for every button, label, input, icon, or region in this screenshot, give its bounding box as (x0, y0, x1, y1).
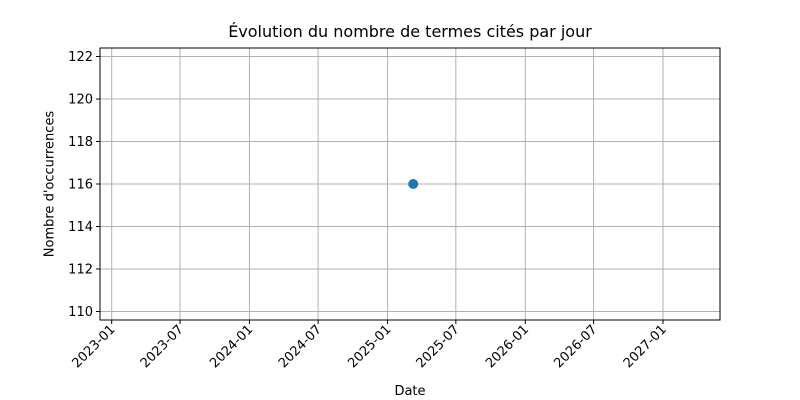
axis-ticks: 2023-01 2023-07 2024-01 2024-07 2025-01 2025-… (68, 50, 670, 371)
y-tick-label: 120 (68, 93, 93, 108)
y-tick-label: 112 (68, 263, 93, 278)
x-axis-label: Date (394, 384, 426, 399)
y-tick-label: 122 (68, 50, 93, 65)
y-tick-label: 116 (68, 178, 93, 193)
x-tick-label: 2026-07 (551, 322, 600, 371)
x-tick-label: 2026-01 (483, 322, 532, 371)
y-tick-label: 118 (68, 135, 93, 150)
y-tick-label: 114 (68, 220, 93, 235)
x-tick-label: 2024-01 (207, 322, 256, 371)
y-axis-label: Nombre d'occurrences (42, 110, 58, 258)
data-points (408, 179, 419, 189)
x-tick-label: 2023-01 (70, 322, 119, 371)
data-point (408, 179, 419, 189)
x-tick-label: 2024-07 (276, 322, 325, 371)
x-tick-label: 2025-07 (414, 322, 463, 371)
x-tick-label: 2023-07 (138, 322, 187, 371)
y-tick-label: 110 (68, 305, 93, 320)
chart-title: Évolution du nombre de termes cités par … (228, 22, 592, 41)
grid-lines (100, 48, 720, 320)
x-tick-label: 2025-01 (345, 322, 394, 371)
x-tick-label: 2027-01 (621, 322, 670, 371)
